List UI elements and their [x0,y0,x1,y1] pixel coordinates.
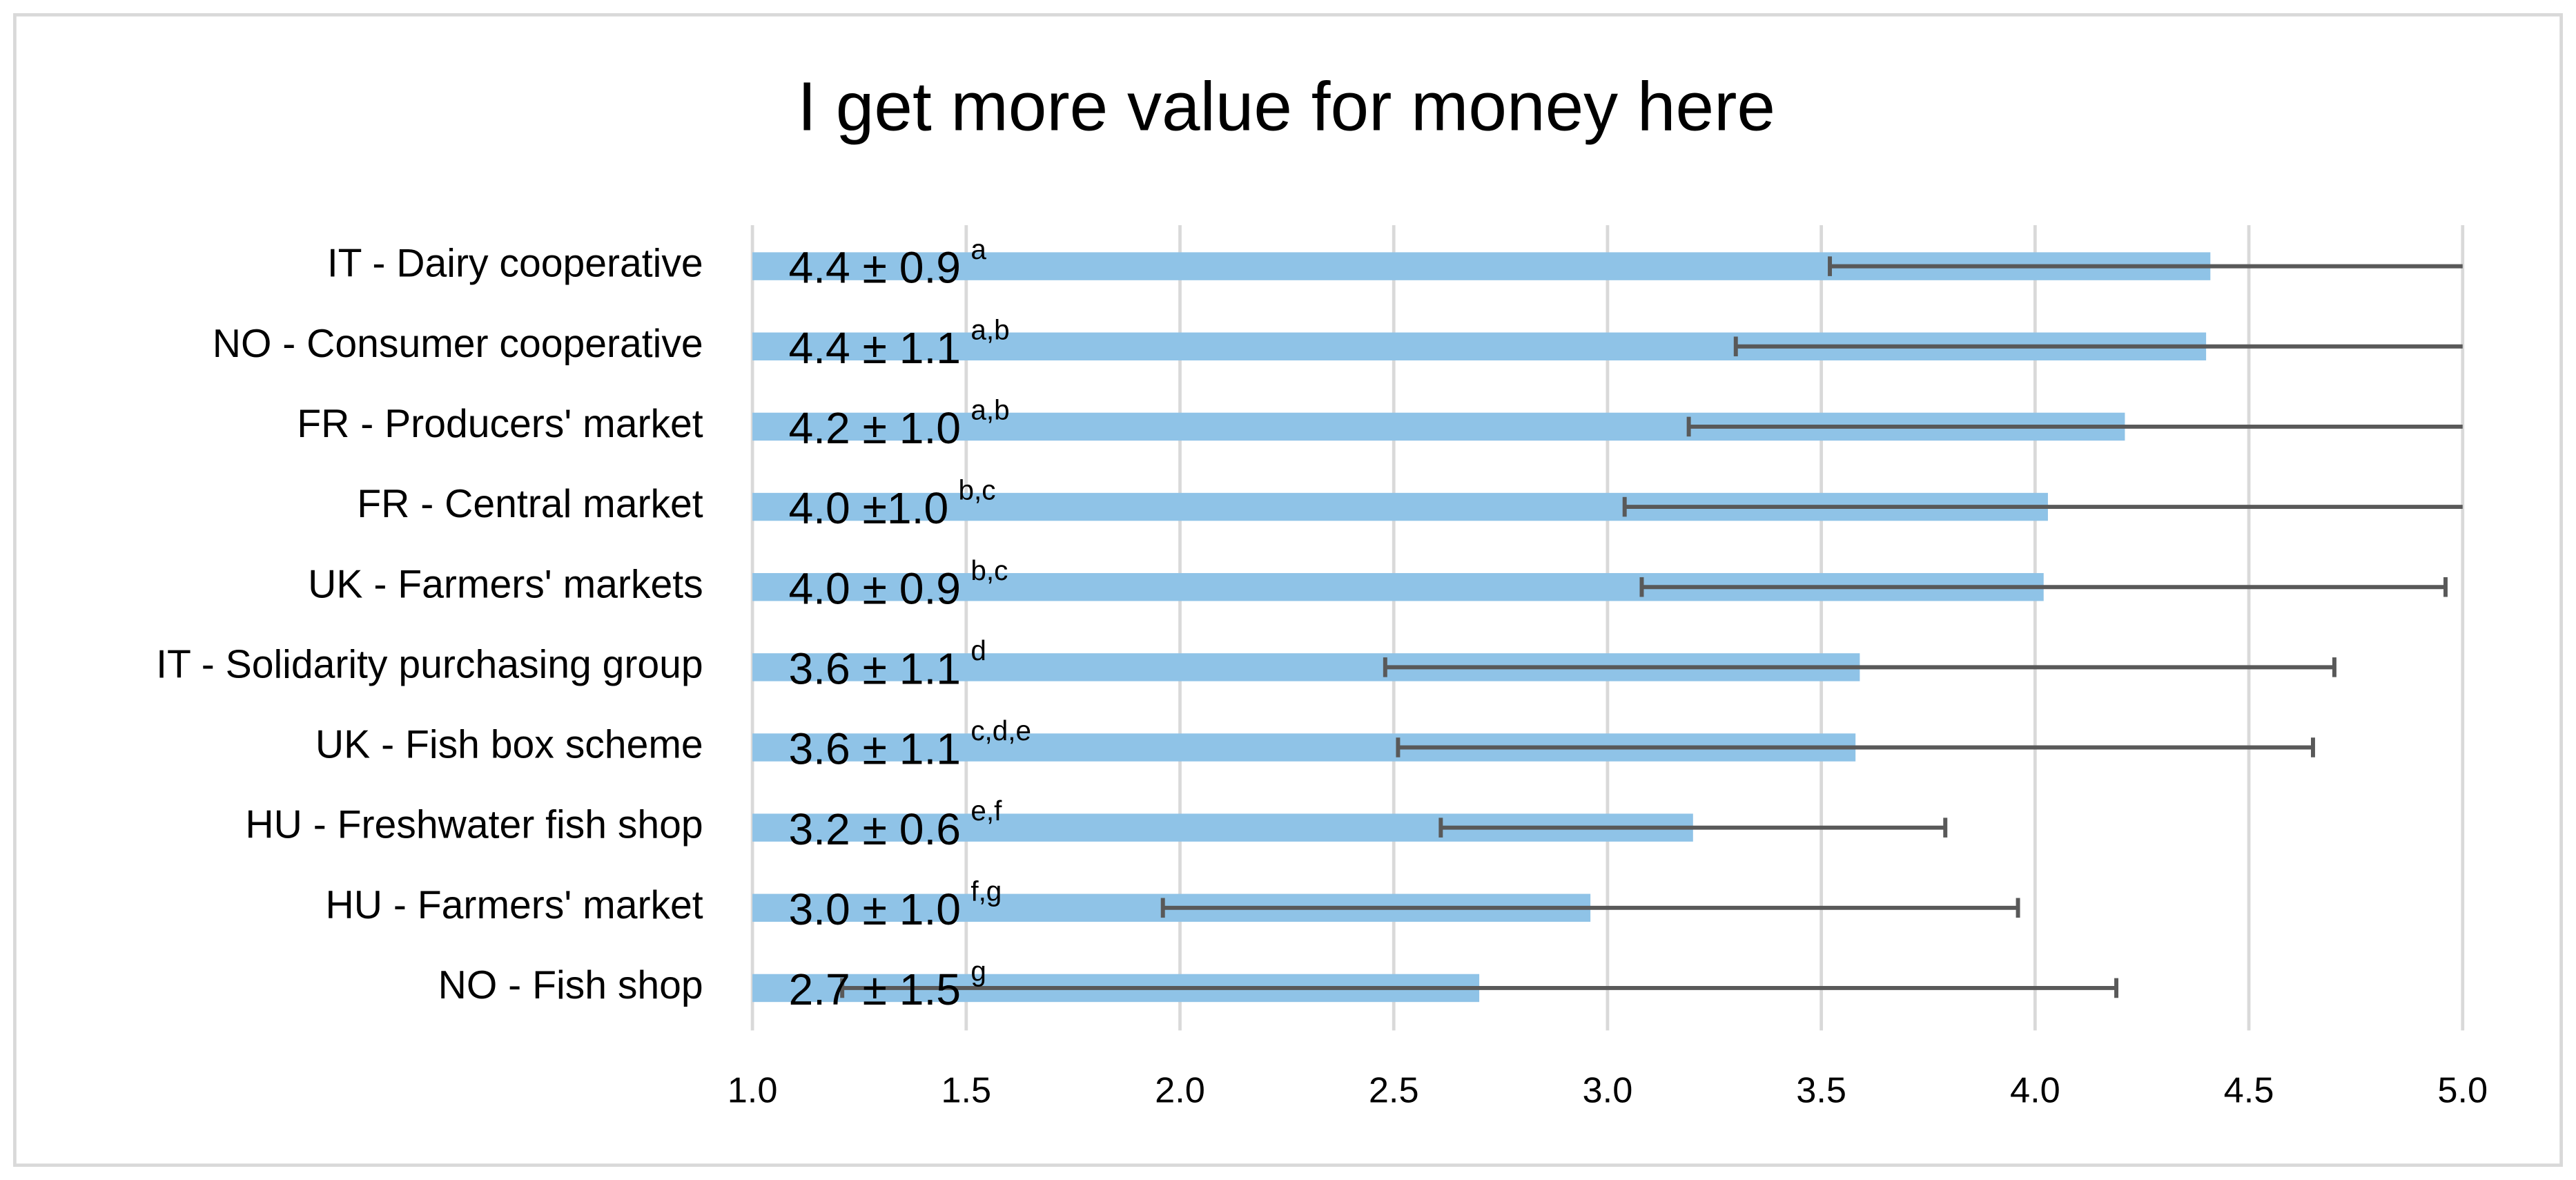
data-label: 3.6 ± 1.1 c,d,e [788,715,1031,774]
data-label: 3.6 ± 1.1 d [788,635,986,694]
data-label: 2.7 ± 1.5 g [788,955,986,1014]
error-bar [1686,416,2463,437]
data-label: 4.0 ±1.0 b,c [788,474,995,533]
category-label: UK - Farmers' markets [308,562,703,606]
data-label: 4.2 ± 1.0 a,b [788,394,1009,453]
category-label: FR - Producers' market [297,402,703,446]
significance-label: a,b [970,313,1009,345]
significance-label: b,c [958,474,995,505]
significance-label: d [970,635,986,666]
error-bar [1396,737,2315,757]
value-label: 3.2 ± 0.6 [788,804,961,854]
error-bar [1160,898,2020,918]
category-label: HU - Freshwater fish shop [245,803,703,847]
value-label: 4.4 ± 1.1 [788,323,961,373]
significance-label: c,d,e [970,715,1031,746]
error-bar [1438,818,1948,838]
x-tick-label: 1.0 [728,1071,778,1111]
labels: 1.0 1.5 2.0 2.5 3.0 3.5 4.0 4.5 5.0 IT - Dairy co… [156,233,2488,1111]
value-label: 3.0 ± 1.0 [788,884,961,934]
category-label: NO - Consumer cooperative [213,322,703,366]
value-label: 4.0 ± 0.9 [788,563,961,613]
category-label: HU - Farmers' market [326,883,703,927]
x-tick-label: 5.0 [2437,1071,2488,1111]
error-bar [1622,496,2463,517]
chart-title: I get more value for money here [797,68,1775,145]
x-tick-label: 4.5 [2224,1071,2274,1111]
x-tick-label: 3.5 [1796,1071,1846,1111]
category-label: UK - Fish box scheme [315,723,703,767]
error-bar [840,978,2119,998]
error-bar [1639,577,2448,597]
significance-label: b,c [970,554,1008,586]
x-tick-label: 2.0 [1155,1071,1205,1111]
x-tick-label: 1.5 [941,1071,991,1111]
error-bar [1383,657,2336,677]
x-tick-label: 4.0 [2010,1071,2060,1111]
data-label: 4.4 ± 0.9 a [788,233,986,293]
data-label: 3.0 ± 1.0 f,g [788,875,1002,934]
value-label: 3.6 ± 1.1 [788,644,961,693]
significance-label: e,f [970,795,1002,826]
value-label: 4.0 ±1.0 [788,483,948,533]
value-label: 4.4 ± 0.9 [788,243,961,293]
error-bar [1828,256,2463,276]
category-label: IT - Dairy cooperative [327,242,703,286]
x-tick-label: 3.0 [1583,1071,1633,1111]
error-bar [1733,336,2463,357]
significance-label: g [970,955,986,987]
x-tick-label: 2.5 [1369,1071,1419,1111]
category-label: FR - Central market [357,482,703,526]
significance-label: a [970,233,986,265]
data-label: 3.2 ± 0.6 e,f [788,795,1002,854]
category-label: NO - Fish shop [438,963,703,1007]
value-label: 3.6 ± 1.1 [788,724,961,774]
value-label: 4.2 ± 1.0 [788,403,961,453]
data-label: 4.0 ± 0.9 b,c [788,554,1008,613]
value-label: 2.7 ± 1.5 [788,965,961,1014]
error-bars [840,256,2463,998]
significance-label: a,b [970,394,1009,425]
category-label: IT - Solidarity purchasing group [156,642,703,686]
data-label: 4.4 ± 1.1 a,b [788,313,1009,373]
significance-label: f,g [970,875,1002,907]
